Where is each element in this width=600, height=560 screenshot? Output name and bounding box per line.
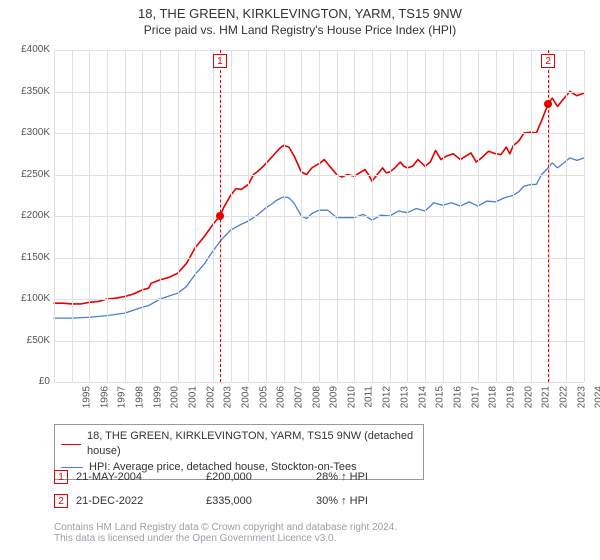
chart-title: 18, THE GREEN, KIRKLEVINGTON, YARM, TS15… [0, 6, 600, 37]
x-axis-label: 2020 [523, 386, 534, 408]
y-axis-label: £300K [4, 127, 50, 138]
x-axis-label: 2011 [363, 386, 374, 408]
sale-date-1: 21-MAY-2004 [76, 471, 198, 483]
footnote: Contains HM Land Registry data © Crown c… [54, 522, 397, 544]
x-axis-label: 2005 [258, 386, 269, 408]
sale-marker-2: 2 [54, 494, 68, 508]
x-axis-label: 2012 [382, 386, 393, 408]
gridline-v [531, 50, 532, 382]
x-axis-label: 2013 [399, 386, 410, 408]
gridline-v [443, 50, 444, 382]
y-axis-label: £200K [4, 210, 50, 221]
y-axis-label: £250K [4, 169, 50, 180]
gridline-h [54, 382, 584, 383]
gridline-v [584, 50, 585, 382]
x-axis-label: 2003 [223, 386, 234, 408]
gridline-v [178, 50, 179, 382]
gridline-v [266, 50, 267, 382]
x-axis-label: 2023 [576, 386, 587, 408]
sale-price-2: £335,000 [206, 495, 308, 507]
footnote-line2: This data is licensed under the Open Gov… [54, 533, 397, 544]
chart-container: { "title_line1": "18, THE GREEN, KIRKLEV… [0, 0, 600, 560]
sale-date-2: 21-DEC-2022 [76, 495, 198, 507]
gridline-v [107, 50, 108, 382]
sale-pct-2: 30% ↑ HPI [316, 495, 436, 507]
y-axis-label: £0 [4, 376, 50, 387]
sale-row-1: 1 21-MAY-2004 £200,000 28% ↑ HPI [54, 470, 436, 484]
sale-row-2: 2 21-DEC-2022 £335,000 30% ↑ HPI [54, 494, 436, 508]
event-marker-box: 2 [541, 54, 555, 68]
x-axis-label: 1998 [134, 386, 145, 408]
y-axis-label: £100K [4, 293, 50, 304]
gridline-v [301, 50, 302, 382]
x-axis-label: 2019 [505, 386, 516, 408]
legend-item-property: 18, THE GREEN, KIRKLEVINGTON, YARM, TS15… [61, 429, 417, 460]
x-axis-label: 2001 [187, 386, 198, 408]
gridline-v [54, 50, 55, 382]
gridline-v [496, 50, 497, 382]
event-dot [544, 100, 552, 108]
gridline-v [89, 50, 90, 382]
gridline-v [195, 50, 196, 382]
x-axis-label: 2004 [240, 386, 251, 408]
x-axis-label: 2007 [293, 386, 304, 408]
gridline-v [513, 50, 514, 382]
gridline-v [337, 50, 338, 382]
x-axis-label: 2017 [470, 386, 481, 408]
sale-marker-1: 1 [54, 470, 68, 484]
legend-label-property: 18, THE GREEN, KIRKLEVINGTON, YARM, TS15… [87, 429, 417, 460]
x-axis-label: 2002 [205, 386, 216, 408]
event-marker-box: 1 [213, 54, 227, 68]
x-axis-label: 2008 [311, 386, 322, 408]
x-axis-label: 2022 [558, 386, 569, 408]
x-axis-label: 1996 [99, 386, 110, 408]
x-axis-label: 2024 [594, 386, 600, 408]
y-axis-label: £150K [4, 252, 50, 263]
y-axis-label: £400K [4, 44, 50, 55]
gridline-v [319, 50, 320, 382]
gridline-v [142, 50, 143, 382]
gridline-v [372, 50, 373, 382]
x-axis-label: 1999 [152, 386, 163, 408]
gridline-v [566, 50, 567, 382]
gridline-v [460, 50, 461, 382]
x-axis-label: 2021 [541, 386, 552, 408]
gridline-v [407, 50, 408, 382]
y-axis-label: £350K [4, 86, 50, 97]
legend-swatch-property [61, 444, 81, 445]
gridline-v [160, 50, 161, 382]
x-axis-label: 2014 [417, 386, 428, 408]
plot-area: 12 [54, 50, 584, 382]
gridline-v [125, 50, 126, 382]
x-axis-label: 2018 [488, 386, 499, 408]
x-axis-label: 1995 [81, 386, 92, 408]
x-axis-label: 2010 [346, 386, 357, 408]
gridline-v [354, 50, 355, 382]
x-axis-label: 2015 [435, 386, 446, 408]
event-dot [216, 212, 224, 220]
sale-pct-1: 28% ↑ HPI [316, 471, 436, 483]
x-axis-label: 1997 [117, 386, 128, 408]
footnote-line1: Contains HM Land Registry data © Crown c… [54, 522, 397, 533]
gridline-v [72, 50, 73, 382]
title-line2: Price paid vs. HM Land Registry's House … [0, 23, 600, 37]
x-axis-label: 2000 [170, 386, 181, 408]
gridline-v [478, 50, 479, 382]
gridline-v [390, 50, 391, 382]
gridline-v [284, 50, 285, 382]
x-axis-label: 2016 [452, 386, 463, 408]
x-axis-label: 2006 [276, 386, 287, 408]
legend-swatch-hpi [61, 467, 83, 468]
title-line1: 18, THE GREEN, KIRKLEVINGTON, YARM, TS15… [0, 6, 600, 21]
y-axis-label: £50K [4, 335, 50, 346]
gridline-v [425, 50, 426, 382]
x-axis-label: 2009 [329, 386, 340, 408]
gridline-v [248, 50, 249, 382]
gridline-v [213, 50, 214, 382]
gridline-v [231, 50, 232, 382]
sale-price-1: £200,000 [206, 471, 308, 483]
